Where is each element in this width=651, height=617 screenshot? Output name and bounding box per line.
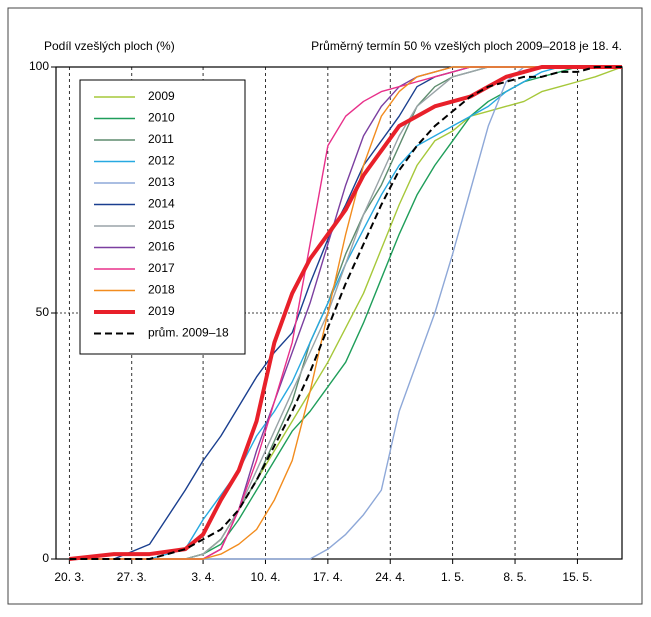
- plot-border: [55, 66, 623, 560]
- y-tick-label: 0: [42, 551, 49, 565]
- series-line: [69, 65, 622, 561]
- legend-label: 2016: [148, 240, 175, 254]
- legend-label: 2009: [148, 89, 175, 103]
- series-line: [69, 66, 622, 560]
- x-tick-label: 10. 4.: [250, 570, 280, 584]
- legend-label: 2019: [148, 304, 175, 318]
- y-axis-label: Podíl vzešlých ploch (%): [44, 39, 175, 53]
- legend-label: 2011: [148, 132, 174, 146]
- x-tick-label: 8. 5.: [503, 570, 526, 584]
- frame: [7, 7, 643, 605]
- legend-label: 2018: [148, 283, 175, 297]
- y-tick-label: 100: [29, 59, 49, 73]
- x-tick-label: 15. 5.: [562, 570, 592, 584]
- x-tick-label: 27. 3.: [117, 570, 147, 584]
- x-tick-label: 17. 4.: [313, 570, 343, 584]
- legend-label: prům. 2009–18: [148, 326, 229, 340]
- series-line: [69, 66, 622, 560]
- legend-label: 2014: [148, 197, 175, 211]
- x-tick-label: 1. 5.: [441, 570, 464, 584]
- subtitle: Průměrný termín 50 % vzešlých ploch 2009…: [311, 39, 622, 53]
- x-tick-label: 20. 3.: [54, 570, 84, 584]
- x-tick-label: 3. 4.: [191, 570, 214, 584]
- legend-box: [79, 79, 246, 355]
- legend-label: 2010: [148, 111, 175, 125]
- x-tick-label: 24. 4.: [375, 570, 405, 584]
- legend-label: 2013: [148, 175, 175, 189]
- legend-label: 2017: [148, 261, 175, 275]
- legend-label: 2012: [148, 154, 175, 168]
- legend-label: 2015: [148, 218, 175, 232]
- series-line: [69, 66, 622, 560]
- y-tick-label: 50: [36, 305, 50, 319]
